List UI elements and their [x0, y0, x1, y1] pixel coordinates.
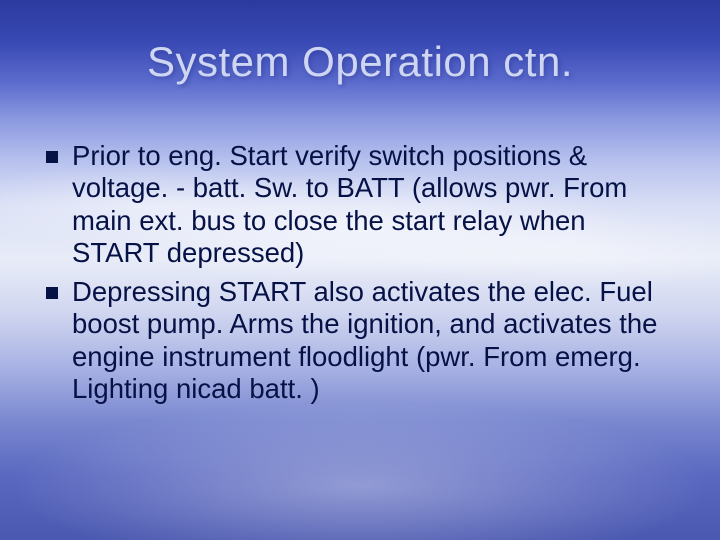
- bullet-item: Depressing START also activates the elec…: [46, 276, 674, 406]
- square-bullet-icon: [46, 287, 58, 299]
- bullet-item: Prior to eng. Start verify switch positi…: [46, 140, 674, 270]
- slide: System Operation ctn. Prior to eng. Star…: [0, 0, 720, 540]
- slide-body: Prior to eng. Start verify switch positi…: [46, 140, 674, 412]
- bullet-text: Prior to eng. Start verify switch positi…: [72, 140, 674, 270]
- square-bullet-icon: [46, 151, 58, 163]
- slide-title: System Operation ctn.: [0, 38, 720, 86]
- bullet-text: Depressing START also activates the elec…: [72, 276, 674, 406]
